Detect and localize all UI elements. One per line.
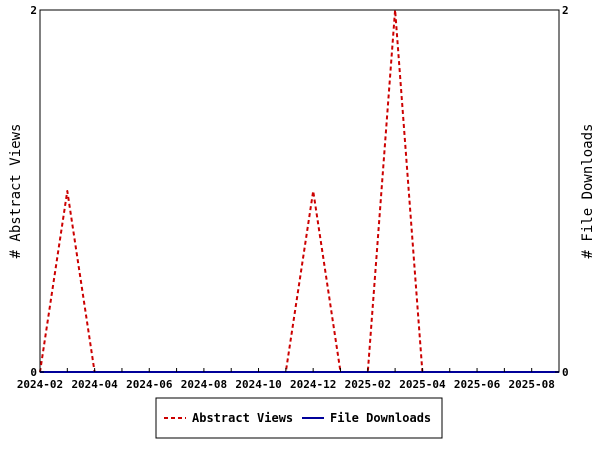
y-axis-right-label: # File Downloads — [580, 124, 596, 259]
legend-box — [155, 397, 443, 439]
x-tick-label: 2025-08 — [509, 378, 555, 391]
legend-label-file-downloads: File Downloads — [330, 411, 431, 425]
series-layer — [39, 9, 559, 373]
series-line-abstract-views — [39, 9, 559, 373]
x-tick-label: 2024-04 — [71, 378, 118, 391]
plot-frame — [39, 9, 560, 373]
y-left-tick-label: 2 — [30, 4, 37, 17]
x-tick-label: 2024-10 — [235, 378, 281, 391]
y-axis-left-label: # Abstract Views — [8, 124, 24, 259]
legend-label-abstract-views: Abstract Views — [192, 411, 293, 425]
x-tick-label: 2024-06 — [126, 378, 173, 391]
x-tick-label: 2024-12 — [290, 378, 336, 391]
x-tick-label: 2025-06 — [454, 378, 501, 391]
axis-layer: 2024-02 2024-04 2024-06 2024-08 2024-10 2024-… — [8, 4, 596, 391]
x-tick-label: 2025-02 — [345, 378, 391, 391]
x-tick-label: 2025-04 — [399, 378, 446, 391]
x-tick-label: 2024-02 — [17, 378, 63, 391]
y-right-tick-label: 2 — [562, 4, 569, 17]
y-left-tick-label: 0 — [30, 366, 37, 379]
legend: Abstract Views File Downloads — [155, 397, 443, 439]
x-tick-label: 2024-08 — [181, 378, 227, 391]
y-right-tick-label: 0 — [562, 366, 569, 379]
plot-area — [39, 9, 560, 373]
